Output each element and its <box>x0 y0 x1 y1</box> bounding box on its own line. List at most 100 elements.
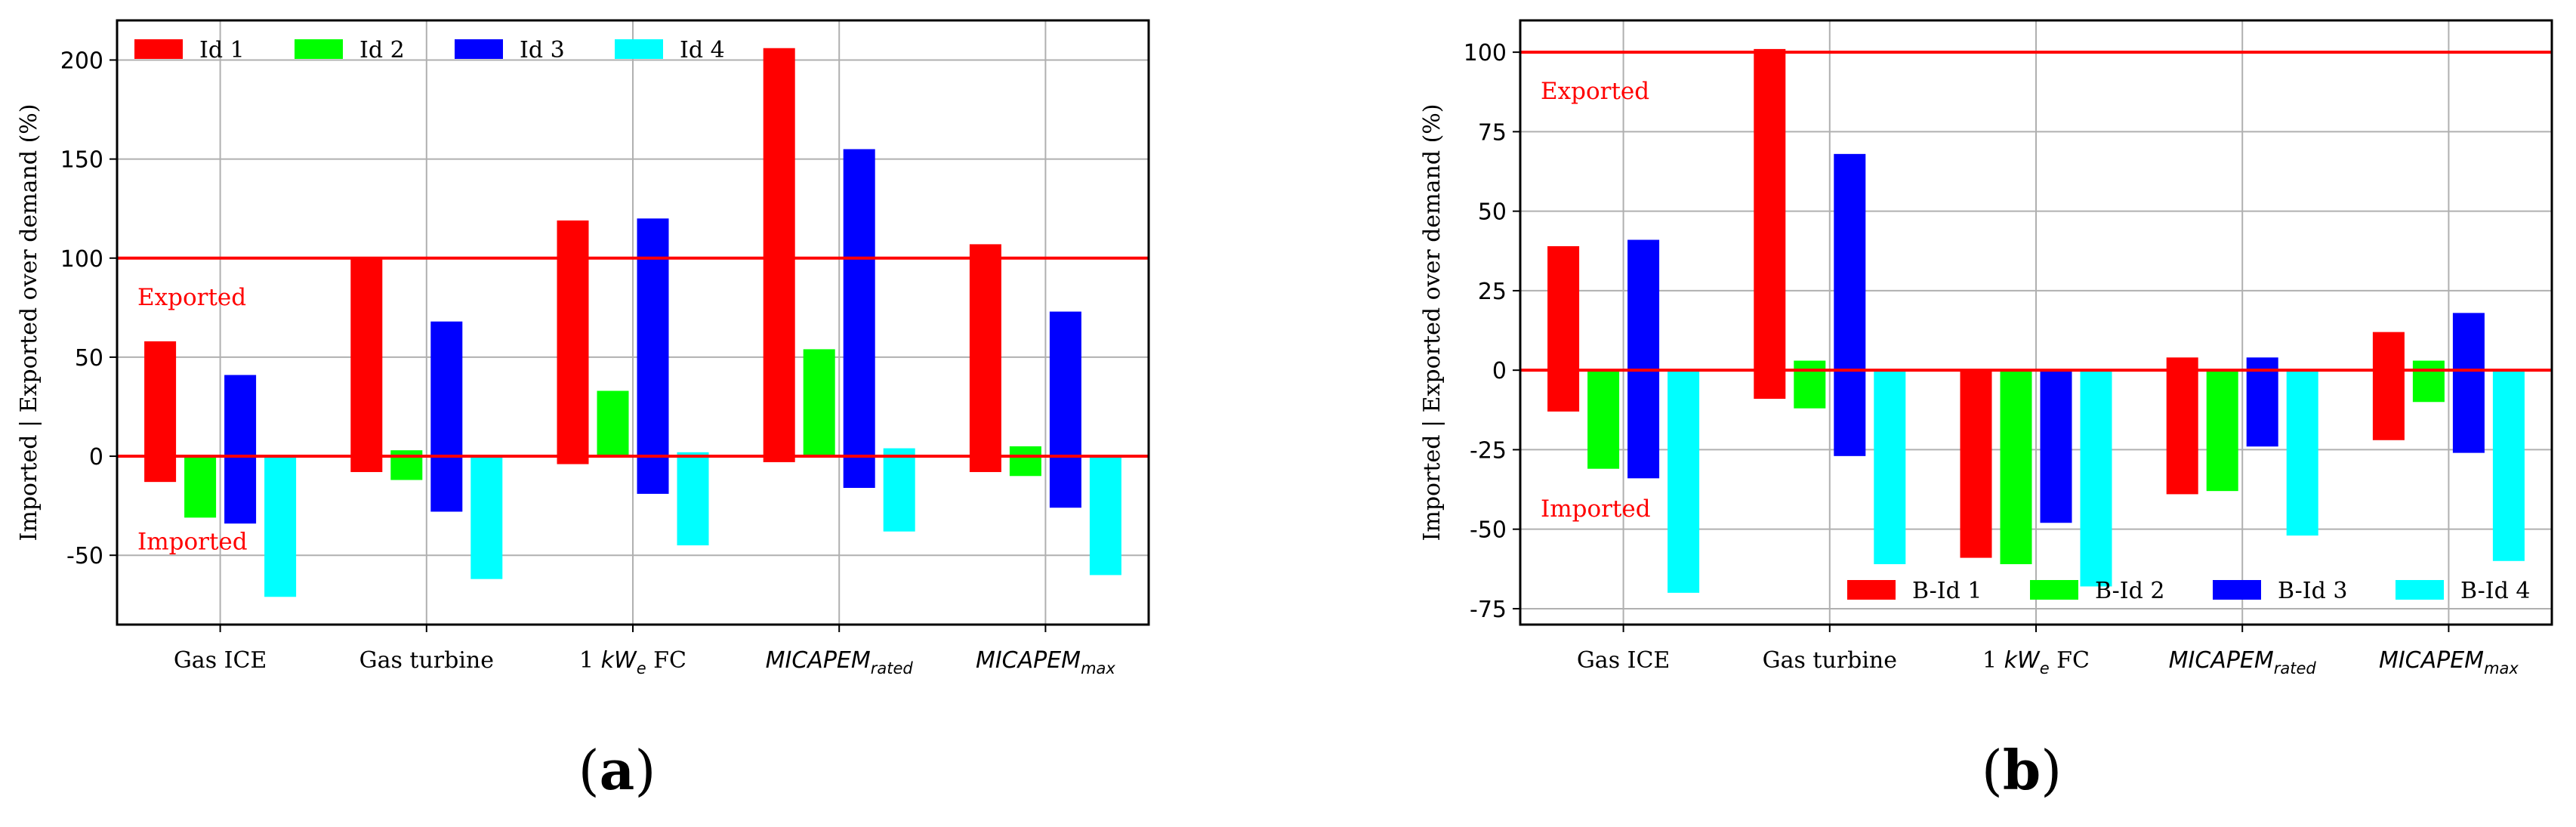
panel-label-open: ( <box>1982 739 2003 802</box>
legend-label-2: Id 2 <box>359 37 405 63</box>
y-tick-label: 100 <box>60 246 103 273</box>
bar-1-cat-3 <box>557 220 589 464</box>
bar-4-cat-2 <box>1874 370 1906 564</box>
legend-label-3: Id 3 <box>520 37 565 63</box>
series-3 <box>224 149 1081 524</box>
y-tick-label: -25 <box>1470 437 1507 464</box>
bar-1-cat-1 <box>144 341 177 483</box>
x-tick-label-italic: MICAPEM <box>2379 647 2484 674</box>
bar-2-cat-3 <box>2000 370 2032 564</box>
bar-1-cat-2 <box>1754 48 1786 400</box>
x-tick-label-text: Gas ICE <box>1577 647 1671 674</box>
bar-4-cat-4 <box>883 448 915 532</box>
bar-4-cat-5 <box>2492 370 2525 561</box>
bar-2-cat-2 <box>1794 360 1826 409</box>
x-axis: Gas ICE Gas turbine 1 kWe FC MICAPEMrated MI… <box>174 625 1115 677</box>
panel-label-close: ) <box>2041 739 2062 802</box>
bar-1-cat-2 <box>350 258 383 473</box>
panel-label: (b) <box>1982 738 2062 802</box>
x-tick-label-subscript: max <box>2484 659 2519 677</box>
bar-1-cat-1 <box>1547 245 1580 412</box>
y-tick-label: 150 <box>60 147 103 174</box>
y-axis: -50 0 50 100 150 200 <box>60 48 117 569</box>
bar-3-cat-1 <box>1627 239 1660 479</box>
bar-3-cat-2 <box>430 321 463 512</box>
y-tick-label: 0 <box>89 444 103 471</box>
bar-3-cat-4 <box>2246 357 2278 447</box>
bar-4-cat-1 <box>264 456 297 597</box>
bar-1-cat-4 <box>2166 357 2198 495</box>
x-tick-label: Gas ICE <box>174 647 267 674</box>
y-tick-label: 100 <box>1464 40 1507 66</box>
panel-label: (a) <box>578 738 656 802</box>
legend-swatch-2 <box>295 39 343 59</box>
y-tick-label: -50 <box>1470 517 1507 544</box>
x-tick-label-subscript: e <box>637 659 646 677</box>
x-axis: Gas ICE Gas turbine 1 kWe FC MICAPEMrated MI… <box>1577 625 2519 677</box>
y-tick-label: 200 <box>60 48 103 74</box>
annotation-imported: Imported <box>137 528 248 555</box>
series-4 <box>264 448 1121 597</box>
legend-label-2: B-Id 2 <box>2095 578 2164 604</box>
legend-label-3: B-Id 3 <box>2278 578 2347 604</box>
y-axis-label: Imported | Exported over demand (%) <box>1419 104 1445 542</box>
legend-label-1: Id 1 <box>199 37 245 63</box>
legend-swatch-3 <box>455 39 503 59</box>
x-tick-label-italic: MICAPEM <box>976 647 1081 674</box>
bar-1-cat-3 <box>1960 370 1992 558</box>
bar-3-cat-1 <box>224 375 257 524</box>
x-tick-label-text: Gas turbine <box>359 647 494 674</box>
bar-4-cat-3 <box>677 452 709 546</box>
bar-4-cat-3 <box>2080 370 2112 587</box>
x-tick-label: 1 kWe FC <box>579 647 686 677</box>
bar-2-cat-3 <box>597 390 629 457</box>
panel-label-letter: a <box>600 738 635 802</box>
annotation-exported: Exported <box>137 284 246 311</box>
bar-3-cat-4 <box>843 149 875 489</box>
chart-panel-b: Exported Imported B-Id 1 B-Id 2 B-Id 3 B-Id 4… <box>1419 19 2553 802</box>
legend-swatch-4 <box>615 39 663 59</box>
series-1 <box>144 48 1001 483</box>
bar-3-cat-2 <box>1834 153 1866 456</box>
x-tick-label: 1 kWe FC <box>1982 647 2090 677</box>
bar-2-cat-5 <box>2412 360 2445 403</box>
x-tick-label-italic: kW <box>601 647 637 674</box>
legend-swatch-3 <box>2213 580 2261 600</box>
y-tick-label: -50 <box>66 543 103 569</box>
bar-4-cat-1 <box>1667 370 1700 593</box>
bar-1-cat-4 <box>763 48 795 462</box>
x-tick-label: Gas ICE <box>1577 647 1671 674</box>
bar-3-cat-3 <box>2040 370 2072 523</box>
x-tick-label: Gas turbine <box>1763 647 1897 674</box>
series-2 <box>1587 360 2445 564</box>
bar-3-cat-3 <box>637 218 669 494</box>
x-tick-label-suffix: FC <box>646 647 686 674</box>
y-tick-label: 50 <box>1478 199 1507 226</box>
bar-3-cat-5 <box>2452 313 2485 453</box>
x-tick-label-italic: kW <box>2004 647 2041 674</box>
bars <box>144 48 1121 597</box>
bar-4-cat-4 <box>2286 370 2318 536</box>
x-tick-label-subscript: rated <box>871 659 914 677</box>
x-tick-label-text: Gas turbine <box>1763 647 1897 674</box>
legend-label-4: Id 4 <box>680 37 725 63</box>
legend-swatch-2 <box>2030 580 2078 600</box>
annotation-imported: Imported <box>1541 495 1651 523</box>
bar-3-cat-5 <box>1049 311 1081 508</box>
bars <box>1547 48 2525 593</box>
bar-2-cat-1 <box>1587 370 1620 469</box>
bar-2-cat-4 <box>2206 370 2238 492</box>
x-tick-label: Gas turbine <box>359 647 494 674</box>
x-tick-label-italic: MICAPEM <box>766 647 871 674</box>
x-tick-label-suffix: FC <box>2050 647 2090 674</box>
annotation-exported: Exported <box>1541 78 1649 105</box>
y-tick-label: 75 <box>1478 119 1507 146</box>
legend: Id 1 Id 2 Id 3 Id 4 <box>134 37 725 63</box>
y-axis: -75 -50 -25 0 25 50 75 100 <box>1464 40 1520 623</box>
x-tick-label: MICAPEMmax <box>2379 647 2519 677</box>
x-tick-label: MICAPEMrated <box>2169 647 2317 677</box>
x-tick-label-prefix: 1 <box>1982 647 2004 674</box>
x-tick-label: MICAPEMrated <box>766 647 914 677</box>
panel-label-letter: b <box>2003 738 2041 802</box>
